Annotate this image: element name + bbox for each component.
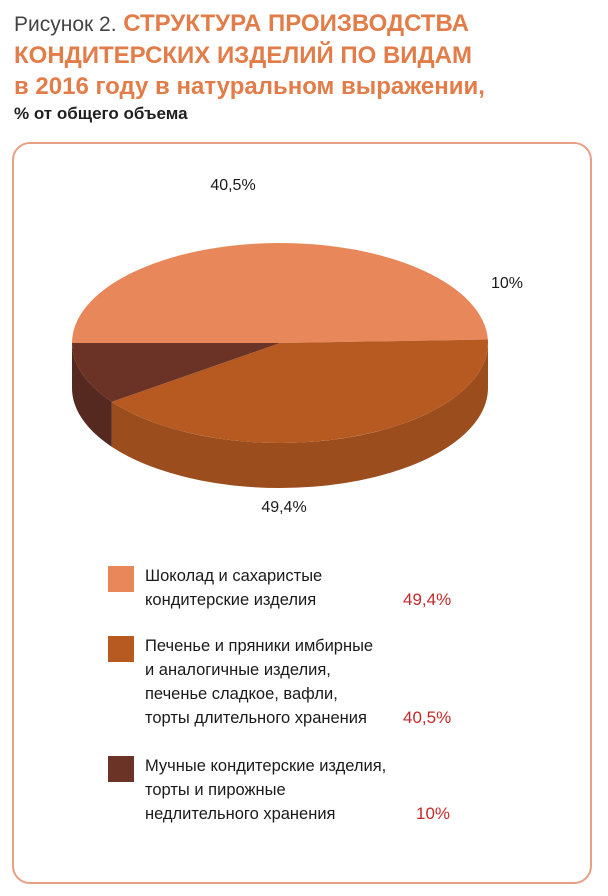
- chart-header: Рисунок 2. СТРУКТУРА ПРОИЗВОДСТВА КОНДИТ…: [14, 8, 594, 126]
- legend-swatch-3: [108, 756, 134, 782]
- pie-slice-1: [72, 243, 488, 343]
- legend-swatch-1: [108, 566, 134, 592]
- chart-subtitle: % от общего объема: [14, 104, 188, 123]
- title-line-2: КОНДИТЕРСКИХ ИЗДЕЛИЙ ПО ВИДАМ: [14, 42, 472, 69]
- legend-swatch-2: [108, 636, 134, 662]
- pie-slice-2: [111, 339, 488, 443]
- pie-side-3: [72, 343, 112, 447]
- pie-side-2: [111, 343, 489, 489]
- chart-panel: [12, 142, 592, 884]
- slice-label-3: 10%: [491, 275, 523, 292]
- legend-label-1-line-2: кондитерские изделия: [145, 591, 317, 609]
- title-line-1: Рисунок 2. СТРУКТУРА ПРОИЗВОДСТВА: [14, 8, 594, 40]
- legend-label-2-line-2: и аналогичные изделия,: [145, 661, 331, 679]
- legend-value-2: 40,5%: [403, 708, 452, 727]
- slice-label-1: 49,4%: [261, 499, 306, 516]
- legend-label-3-line-3: недлительного хранения: [145, 805, 336, 823]
- figure-label: Рисунок 2.: [14, 13, 117, 36]
- legend-label-2-line-4: торты длительного хранения: [145, 709, 367, 727]
- title-line-3: в 2016 году в натуральном выражении,: [14, 73, 485, 100]
- legend-value-1: 49,4%: [403, 590, 452, 609]
- legend-label-3-line-2: торты и пирожные: [145, 781, 286, 799]
- legend-label-2-line-3: печенье сладкое, вафли,: [145, 685, 338, 703]
- slice-label-2: 40,5%: [210, 177, 255, 194]
- legend-value-3: 10%: [416, 804, 451, 823]
- legend-label-3-line-1: Мучные кондитерские изделия,: [145, 757, 387, 775]
- pie-slice-3: [72, 343, 280, 402]
- legend-label-1-line-1: Шоколад и сахаристые: [145, 567, 323, 585]
- legend-label-2-line-1: Печенье и пряники имбирные: [145, 637, 374, 655]
- title-text-1: СТРУКТУРА ПРОИЗВОДСТВА: [123, 10, 469, 37]
